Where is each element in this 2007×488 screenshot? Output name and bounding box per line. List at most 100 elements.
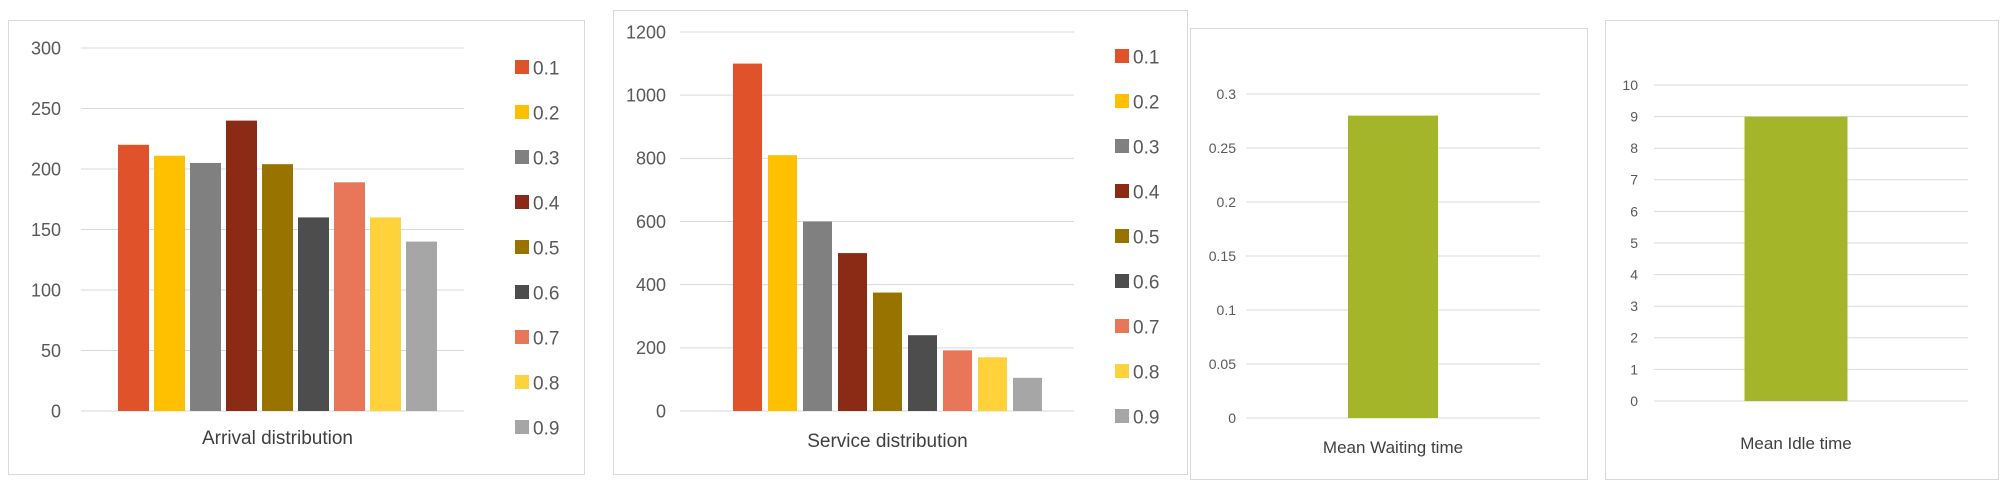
arrival-bar-0-2	[154, 155, 185, 411]
arrival-legend-swatch	[515, 105, 529, 119]
waiting-x-axis-label: Mean Waiting time	[1323, 438, 1463, 457]
arrival-bar-0-8	[370, 217, 401, 411]
arrival-legend-label: 0.5	[533, 238, 559, 259]
waiting-y-tick-label: 0.1	[1217, 302, 1237, 318]
service-legend-swatch	[1115, 364, 1129, 378]
arrival-legend-label: 0.9	[533, 418, 559, 439]
arrival-legend-swatch	[515, 60, 529, 74]
waiting-y-tick-label: 0.25	[1209, 140, 1236, 156]
idle-y-tick-label: 5	[1630, 235, 1638, 251]
service-y-tick-label: 800	[636, 149, 666, 169]
idle-y-tick-label: 10	[1622, 77, 1638, 93]
mean-idle-time-chart: 0 1 2 3 4 5 6 7 8 9 10 Mean Idle time	[1622, 77, 1968, 453]
arrival-legend-swatch	[515, 150, 529, 164]
service-y-tick-label: 0	[656, 401, 666, 421]
arrival-bar-0-9	[406, 241, 437, 411]
service-legend-swatch	[1115, 409, 1129, 423]
service-y-tick-label: 1200	[626, 22, 666, 42]
service-bar-0-6	[908, 335, 937, 411]
mean-waiting-time-chart: 0 0.05 0.1 0.15 0.2 0.25 0.3 Mean Waiting time	[1209, 86, 1540, 457]
service-y-tick-label: 600	[636, 212, 666, 232]
arrival-y-tick-label: 150	[31, 220, 61, 240]
idle-y-tick-label: 8	[1630, 140, 1638, 156]
service-legend-label: 0.8	[1133, 362, 1159, 383]
arrival-legend-swatch	[515, 420, 529, 434]
idle-y-tick-label: 6	[1630, 203, 1638, 219]
arrival-y-tick-label: 50	[41, 341, 61, 361]
arrival-legend-swatch	[515, 240, 529, 254]
service-legend-swatch	[1115, 274, 1129, 288]
idle-chart-panel: 0 1 2 3 4 5 6 7 8 9 10 Mean Idle time	[1605, 20, 1999, 480]
arrival-chart-panel: 0 50 100 150 200 250 300 Arrival distribution 0.…	[8, 20, 585, 475]
arrival-legend-label: 0.4	[533, 193, 560, 214]
waiting-y-tick-label: 0.3	[1217, 86, 1237, 102]
idle-bar-mean-idle-time	[1744, 116, 1848, 401]
arrival-y-tick-label: 300	[31, 38, 61, 58]
arrival-legend-swatch	[515, 375, 529, 389]
service-bar-0-3	[803, 221, 832, 411]
service-x-axis-label: Service distribution	[807, 431, 968, 452]
service-bar-0-2	[768, 155, 797, 411]
arrival-bar-0-5	[262, 164, 293, 411]
arrival-legend-label: 0.6	[533, 283, 559, 304]
arrival-x-axis-label: Arrival distribution	[202, 428, 353, 449]
service-legend-swatch	[1115, 49, 1129, 63]
arrival-bar-0-7	[334, 182, 365, 411]
service-legend-label: 0.1	[1133, 47, 1159, 68]
service-bar-0-4	[838, 253, 867, 411]
service-legend-label: 0.2	[1133, 92, 1159, 113]
service-legend-swatch	[1115, 94, 1129, 108]
arrival-bar-0-3	[190, 162, 221, 411]
arrival-legend-label: 0.1	[533, 58, 559, 79]
waiting-y-tick-label: 0.05	[1209, 356, 1236, 372]
idle-y-tick-label: 4	[1630, 267, 1638, 283]
arrival-legend-label: 0.7	[533, 328, 559, 349]
service-chart-panel: 0 200 400 600 800 1000 1200 Service distributio…	[613, 10, 1188, 475]
idle-y-tick-label: 9	[1630, 109, 1638, 125]
arrival-legend-label: 0.3	[533, 148, 559, 169]
arrival-legend-label: 0.2	[533, 103, 559, 124]
waiting-bar-mean-waiting-time	[1348, 115, 1438, 418]
service-bar-0-1	[733, 63, 762, 411]
service-legend-label: 0.6	[1133, 272, 1159, 293]
idle-y-tick-label: 1	[1630, 361, 1638, 377]
service-legend-swatch	[1115, 229, 1129, 243]
arrival-y-tick-label: 0	[51, 401, 61, 421]
service-legend-swatch	[1115, 139, 1129, 153]
service-distribution-chart: 0 200 400 600 800 1000 1200 Service distributio…	[626, 22, 1160, 452]
idle-y-tick-label: 7	[1630, 172, 1638, 188]
arrival-y-tick-label: 250	[31, 99, 61, 119]
arrival-bar-0-1	[118, 144, 149, 412]
waiting-y-tick-label: 0.2	[1217, 194, 1237, 210]
arrival-bar-0-4	[226, 120, 257, 411]
service-legend-label: 0.3	[1133, 137, 1159, 158]
arrival-distribution-chart: 0 50 100 150 200 250 300 Arrival distribution 0.…	[31, 38, 560, 449]
waiting-y-tick-label: 0	[1228, 410, 1236, 426]
arrival-legend-swatch	[515, 195, 529, 209]
service-legend-label: 0.9	[1133, 407, 1159, 428]
service-y-tick-label: 200	[636, 338, 666, 358]
service-legend-label: 0.4	[1133, 182, 1160, 203]
arrival-y-tick-label: 100	[31, 280, 61, 300]
arrival-bar-0-6	[298, 217, 329, 411]
service-y-tick-label: 400	[636, 275, 666, 295]
waiting-y-tick-label: 0.15	[1209, 248, 1236, 264]
service-bar-0-5	[873, 292, 902, 411]
service-bar-0-7	[943, 350, 972, 411]
idle-y-tick-label: 0	[1630, 393, 1638, 409]
arrival-legend-label: 0.8	[533, 373, 559, 394]
service-legend-label: 0.5	[1133, 227, 1159, 248]
idle-y-tick-label: 2	[1630, 330, 1638, 346]
service-legend-swatch	[1115, 184, 1129, 198]
service-legend-label: 0.7	[1133, 317, 1159, 338]
idle-x-axis-label: Mean Idle time	[1740, 434, 1852, 453]
service-bar-0-9	[1013, 377, 1042, 411]
service-legend-swatch	[1115, 319, 1129, 333]
arrival-legend-swatch	[515, 330, 529, 344]
arrival-y-tick-label: 200	[31, 159, 61, 179]
arrival-legend-swatch	[515, 285, 529, 299]
waiting-chart-panel: 0 0.05 0.1 0.15 0.2 0.25 0.3 Mean Waiting time	[1190, 28, 1588, 480]
service-y-tick-label: 1000	[626, 85, 666, 105]
service-bar-0-8	[978, 357, 1007, 411]
idle-y-tick-label: 3	[1630, 298, 1638, 314]
